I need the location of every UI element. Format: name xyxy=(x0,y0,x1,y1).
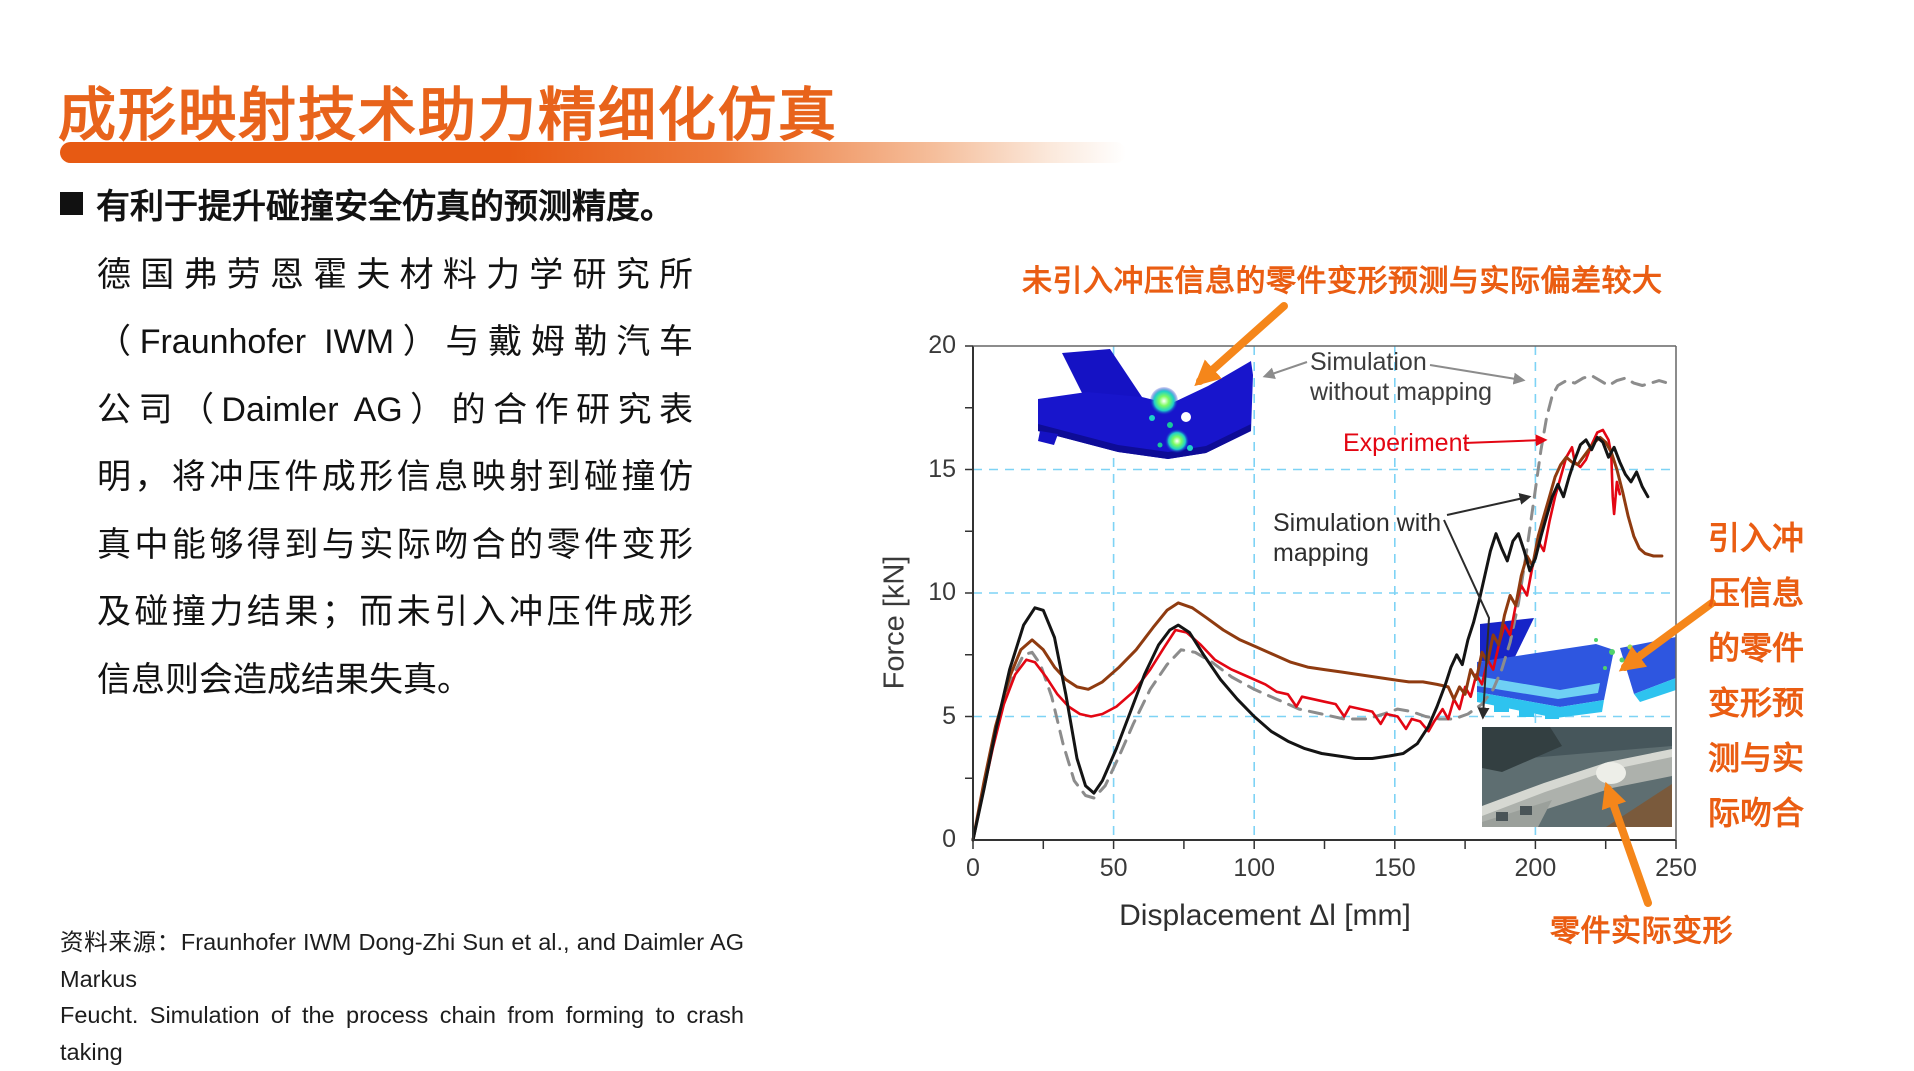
crack-sparkle xyxy=(1609,649,1615,655)
x-tick-label: 200 xyxy=(1514,854,1557,882)
annotation-line: 引入冲 xyxy=(1708,520,1805,556)
black-arrow-to-curve xyxy=(1446,492,1532,516)
label-line: Simulation xyxy=(1310,348,1427,376)
label-simulation-with-mapping: Simulation with mapping xyxy=(1273,508,1441,568)
y-tick-label: 5 xyxy=(942,701,956,730)
x-tick-label: 50 xyxy=(1099,854,1128,882)
orange-arrow-top xyxy=(1194,302,1288,387)
source-line: 资料来源：Fraunhofer IWM Dong-Zhi Sun et al.,… xyxy=(60,929,744,992)
label-simulation-without-mapping: Simulation without mapping xyxy=(1310,347,1492,407)
x-tick-label: 0 xyxy=(966,854,980,882)
label-experiment: Experiment xyxy=(1343,429,1470,457)
orange-arrow-bottom xyxy=(1601,781,1652,907)
bullet-square-icon xyxy=(60,192,83,215)
annotation-line: 变形预 xyxy=(1708,685,1805,721)
bullet-line: 有利于提升碰撞安全仿真的预测精度。 xyxy=(60,174,693,242)
chart-frame xyxy=(965,345,1677,849)
label-line: Simulation with xyxy=(1273,509,1442,537)
curve-simulation-without-mapping xyxy=(971,374,1670,842)
label-line: mapping xyxy=(1273,539,1369,567)
bullet-text: 有利于提升碰撞安全仿真的预测精度。 xyxy=(96,188,674,226)
body-line: （Fraunhofer IWM）与戴姆勒汽车 xyxy=(97,323,693,361)
y-tick-label: 10 xyxy=(928,578,956,606)
black-arrow-to-photo xyxy=(1443,519,1491,720)
stress-hotspot xyxy=(1150,387,1178,415)
body-line: 真中能够得到与实际吻合的零件变形 xyxy=(97,525,693,564)
source-line: Feucht. Simulation of the process chain … xyxy=(60,1002,744,1065)
fem-without-mapping-image xyxy=(1038,349,1253,459)
body-text-block: 有利于提升碰撞安全仿真的预测精度。 德国弗劳恩霍夫材料力学研究所 （Fraunh… xyxy=(60,174,693,714)
y-tick-label: 0 xyxy=(942,825,956,853)
annotation-line: 测与实 xyxy=(1708,740,1805,776)
body-line: 德国弗劳恩霍夫材料力学研究所 xyxy=(97,255,693,294)
y-tick-label: 15 xyxy=(928,454,956,483)
buckle-highlight xyxy=(1596,762,1626,784)
red-arrow-to-curve xyxy=(1463,434,1548,447)
annotation-without-mapping: 未引入冲压信息的零件变形预测与实际偏差较大 xyxy=(1022,265,1663,298)
body-line: 及碰撞力结果；而未引入冲压件成形 xyxy=(97,593,693,631)
stress-hotspot xyxy=(1165,429,1189,453)
annotation-line: 际吻合 xyxy=(1708,795,1805,831)
y-tick-label: 20 xyxy=(928,331,956,359)
x-tick-label: 150 xyxy=(1373,854,1416,882)
label-line: without mapping xyxy=(1310,378,1493,406)
annotation-with-mapping: 引入冲 压信息 的零件 变形预 测与实 际吻合 xyxy=(1708,511,1804,841)
body-line: 明，将冲压件成形信息映射到碰撞仿 xyxy=(97,458,693,496)
body-line: 公司（Daimler AG）的合作研究表 xyxy=(97,390,693,429)
body-line: 信息则会造成结果失真。 xyxy=(97,660,471,699)
title-underline-bar xyxy=(60,142,1126,163)
orange-arrow-right xyxy=(1618,599,1716,672)
gray-arrow-to-image xyxy=(1262,361,1308,379)
fem-with-mapping-image xyxy=(1477,618,1676,719)
chart-curves xyxy=(971,374,1670,842)
real-part-photo xyxy=(1482,727,1672,827)
annotation-line: 的零件 xyxy=(1708,630,1805,666)
page-title: 成形映射技术助力精细化仿真 xyxy=(58,82,839,148)
annotation-actual-deformation: 零件实际变形 xyxy=(1550,915,1733,948)
legend-pointer-arrows xyxy=(1262,361,1548,720)
annotation-line: 压信息 xyxy=(1708,575,1805,611)
source-citation: 资料来源：Fraunhofer IWM Dong-Zhi Sun et al.,… xyxy=(60,924,744,1071)
x-tick-label: 100 xyxy=(1233,854,1276,882)
annotation-arrows xyxy=(1194,302,1716,907)
x-tick-label: 250 xyxy=(1655,854,1697,882)
gray-arrow-to-curve xyxy=(1429,364,1526,385)
x-axis-title: Displacement Δl [mm] xyxy=(1119,899,1411,932)
curve-simulation-with-mapping xyxy=(971,435,1650,842)
